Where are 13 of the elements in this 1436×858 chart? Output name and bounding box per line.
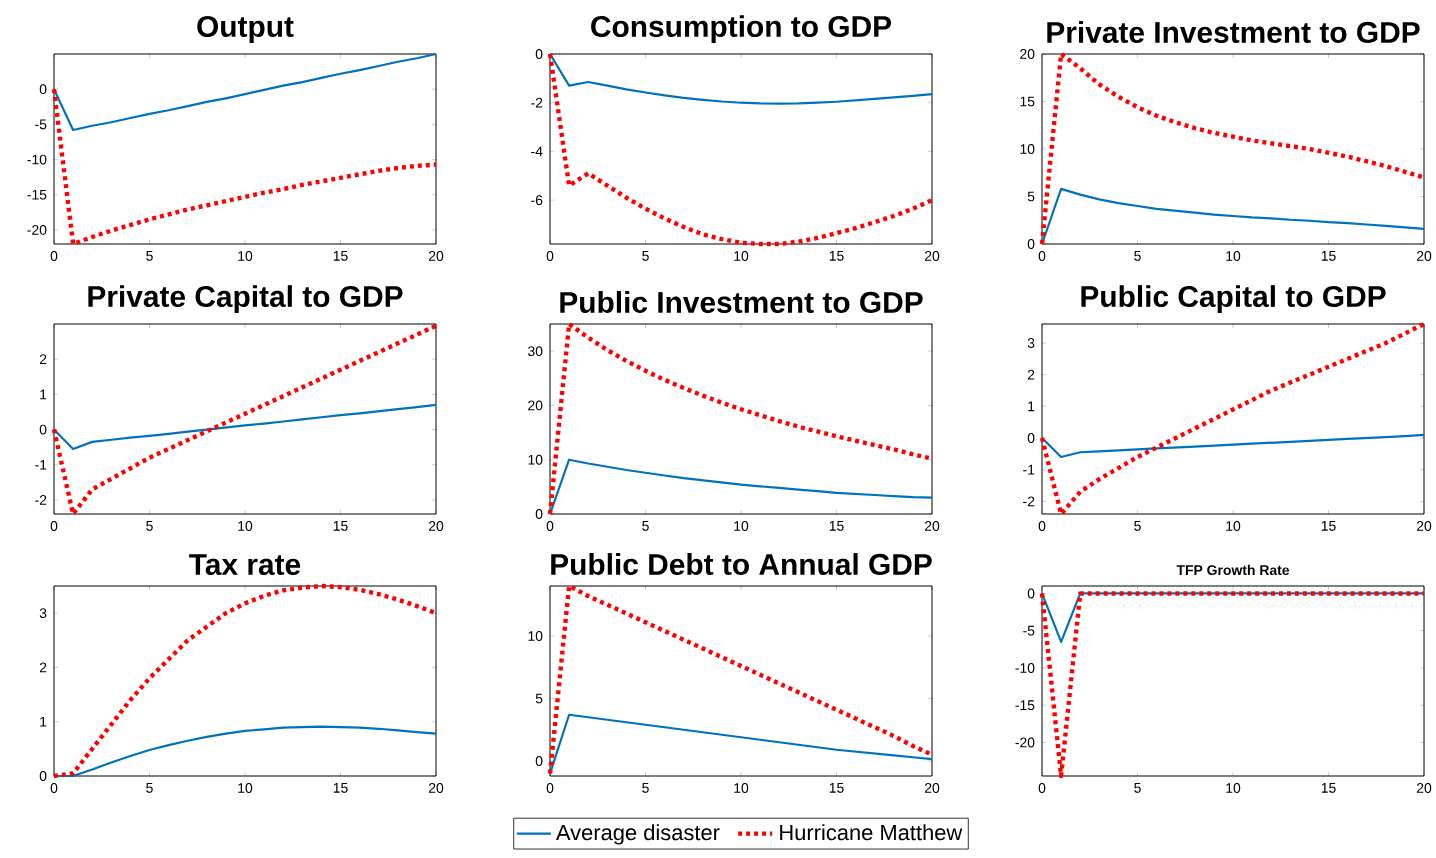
legend-label: Hurricane Matthew [780,824,963,841]
chart-title: Private Investment to GDP [1047,21,1420,43]
chart-title: Tax rate [189,554,301,575]
chart-title: Private Capital to GDP [88,285,403,313]
chart-title: Output [197,15,294,43]
chart-title: Consumption to GDP [591,15,892,43]
line-series [52,52,438,132]
legend-label: Average disaster [555,824,720,845]
chart-title: Public Capital to GDP [1081,285,1386,313]
chart-title: Public Investment to GDP [560,291,923,313]
line-series [547,51,935,247]
line-series [52,725,438,778]
chart-title: Public Debt to Annual GDP [551,553,932,575]
